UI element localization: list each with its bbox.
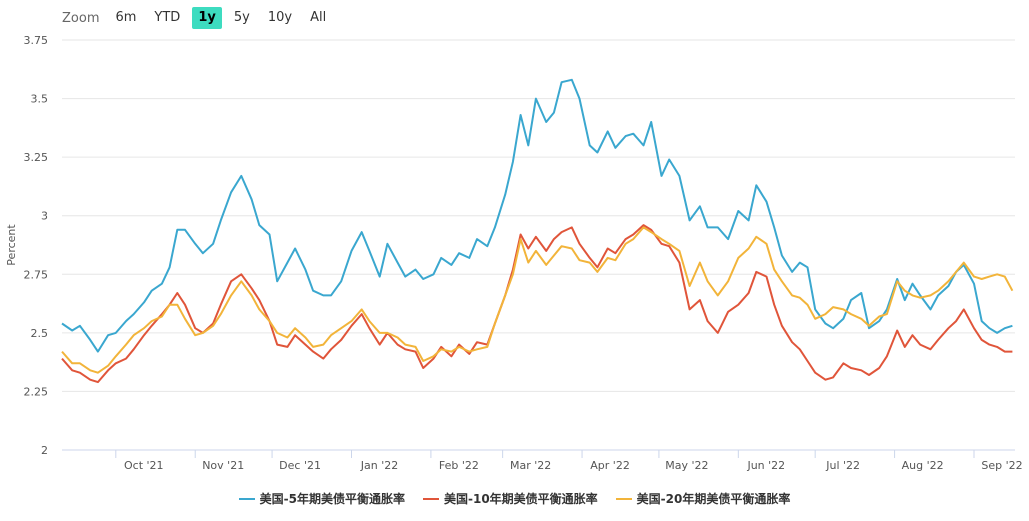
y-tick-label: 3 xyxy=(41,210,48,223)
zoom-1y-button[interactable]: 1y xyxy=(192,7,222,29)
zoom-6m-button[interactable]: 6m xyxy=(115,10,137,25)
legend-10y-label: 美国-10年期美债平衡通胀率 xyxy=(443,492,598,506)
y-tick-label: 3.5 xyxy=(31,93,49,106)
x-tick-label: Feb '22 xyxy=(439,459,479,472)
legend-item-5y[interactable]: 美国-5年期美债平衡通胀率 xyxy=(238,490,405,507)
legend-20y-swatch xyxy=(615,497,632,500)
x-tick-label: Dec '21 xyxy=(279,459,321,472)
y-tick-label: 2.5 xyxy=(31,327,49,340)
series-lines xyxy=(61,78,1014,384)
x-axis: Oct '21 Nov '21 Dec '21 Jan '22 Feb '22 Mar '… xyxy=(62,449,1023,472)
x-tick-label: Oct '21 xyxy=(124,459,164,472)
series-5y-line[interactable] xyxy=(61,78,1013,353)
zoom-label: Zoom xyxy=(62,10,100,26)
legend-item-10y[interactable]: 美国-10年期美债平衡通胀率 xyxy=(422,490,598,507)
legend-10y-swatch xyxy=(422,497,439,500)
y-tick-label: 3.75 xyxy=(24,34,49,47)
x-tick-label: Apr '22 xyxy=(590,459,630,472)
x-tick-label: Aug '22 xyxy=(902,459,944,472)
x-tick-label: Jul '22 xyxy=(825,459,860,472)
legend: 美国-5年期美债平衡通胀率 美国-10年期美债平衡通胀率 美国-20年期美债平衡… xyxy=(0,490,1029,507)
zoom-ytd-button[interactable]: YTD xyxy=(154,10,181,25)
x-tick-label: Sep '22 xyxy=(981,459,1022,472)
y-tick-label: 2.25 xyxy=(24,385,49,398)
y-tick-label: 2 xyxy=(41,444,48,457)
x-tick-label: Mar '22 xyxy=(510,459,551,472)
x-tick-label: Jan '22 xyxy=(360,459,398,472)
series-20y-line[interactable] xyxy=(61,226,1014,374)
y-axis-ticks: 2 2.25 2.5 2.75 3 3.25 3.5 3.75 xyxy=(24,34,49,457)
x-tick-label: Jun '22 xyxy=(746,459,785,472)
zoom-all-button[interactable]: All xyxy=(310,10,327,25)
legend-20y-label: 美国-20年期美债平衡通胀率 xyxy=(636,492,791,506)
zoom-5y-button[interactable]: 5y xyxy=(233,10,250,25)
legend-5y-swatch xyxy=(238,497,255,500)
legend-5y-label: 美国-5年期美债平衡通胀率 xyxy=(259,492,405,506)
y-axis-label: Percent xyxy=(5,224,18,266)
x-tick-label: Nov '21 xyxy=(202,459,244,472)
line-chart: 2 2.25 2.5 2.75 3 3.25 3.5 3.75 Oct '21 Nov '21 D… xyxy=(5,34,1023,472)
legend-item-20y[interactable]: 美国-20年期美债平衡通胀率 xyxy=(615,490,791,507)
y-tick-label: 2.75 xyxy=(24,268,49,281)
gridlines xyxy=(62,39,1015,451)
zoom-10y-button[interactable]: 10y xyxy=(267,10,293,25)
series-10y-line[interactable] xyxy=(61,224,1013,384)
y-tick-label: 3.25 xyxy=(24,151,49,164)
range-selector: Zoom 6m YTD 1y 5y 10y All xyxy=(62,6,338,30)
x-tick-label: May '22 xyxy=(665,459,708,472)
